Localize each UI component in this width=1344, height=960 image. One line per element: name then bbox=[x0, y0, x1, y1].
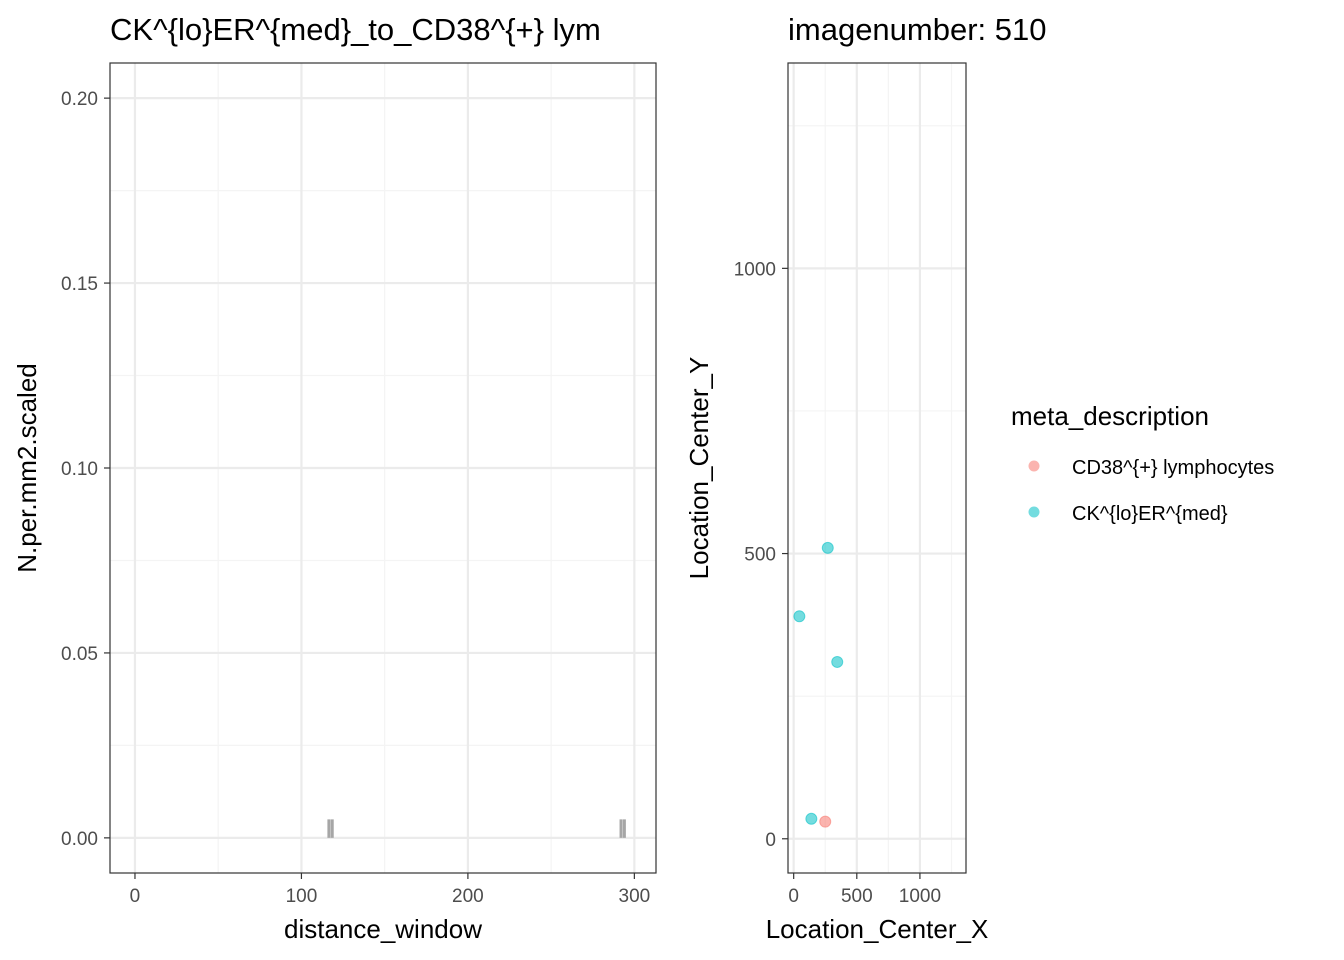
legend-label-ck: CK^{lo}ER^{med} bbox=[1072, 503, 1228, 525]
point-ck bbox=[805, 812, 818, 825]
point-ck bbox=[831, 655, 844, 668]
bar bbox=[619, 819, 623, 838]
legend-label-cd38: CD38^{+} lymphocytes bbox=[1072, 457, 1274, 479]
bar bbox=[327, 819, 331, 838]
right-points bbox=[793, 541, 844, 828]
left-gridlines bbox=[110, 63, 656, 873]
left-y-tick-label: 0.10 bbox=[61, 459, 98, 480]
right-y-axis-title: Location_Center_Y bbox=[684, 357, 714, 580]
right-gridlines bbox=[788, 63, 966, 873]
location-scatter-plot: imagenumber: 510 0 500 1000 0 500 1000 Locati… bbox=[684, 12, 1047, 944]
right-x-tick-label: 0 bbox=[788, 886, 799, 907]
left-x-tick-label: 200 bbox=[452, 886, 484, 907]
legend-item-cd38: CD38^{+} lymphocytes bbox=[1028, 457, 1274, 479]
left-y-tick-label: 0.20 bbox=[61, 89, 98, 110]
right-y-tick-label: 500 bbox=[744, 545, 776, 566]
left-y-tick-label: 0.15 bbox=[61, 274, 98, 295]
left-x-tick-label: 0 bbox=[130, 886, 141, 907]
point-ck bbox=[793, 610, 806, 623]
right-y-tick-label: 1000 bbox=[734, 259, 776, 280]
legend: meta_description CD38^{+} lymphocytes CK… bbox=[1011, 401, 1274, 525]
right-x-axis-title: Location_Center_X bbox=[766, 914, 989, 944]
left-x-tick-label: 300 bbox=[619, 886, 651, 907]
legend-key-ck bbox=[1028, 506, 1040, 518]
right-axis-ticks: 0 500 1000 0 500 1000 bbox=[734, 259, 941, 907]
point-cd38 bbox=[819, 815, 832, 828]
right-x-tick-label: 500 bbox=[841, 886, 873, 907]
bar bbox=[622, 819, 626, 838]
left-y-tick-label: 0.05 bbox=[61, 644, 98, 665]
distance-window-bar-chart: CK^{lo}ER^{med}_to_CD38^{+} lym 0 100 200 3… bbox=[12, 12, 657, 944]
right-x-tick-label: 1000 bbox=[899, 886, 941, 907]
point-ck bbox=[821, 541, 834, 554]
left-chart-title: CK^{lo}ER^{med}_to_CD38^{+} lym bbox=[110, 12, 601, 47]
left-y-axis-title: N.per.mm2.scaled bbox=[12, 363, 42, 573]
legend-item-ck: CK^{lo}ER^{med} bbox=[1028, 503, 1228, 525]
left-y-tick-label: 0.00 bbox=[61, 829, 98, 850]
legend-key-cd38 bbox=[1028, 460, 1040, 472]
bar bbox=[330, 819, 334, 838]
right-chart-title: imagenumber: 510 bbox=[788, 12, 1047, 47]
left-axis-ticks: 0 100 200 300 0.00 0.05 0.10 0.15 0.20 bbox=[61, 89, 650, 907]
right-y-tick-label: 0 bbox=[765, 830, 776, 851]
right-panel-border bbox=[787, 62, 967, 874]
left-x-tick-label: 100 bbox=[286, 886, 318, 907]
left-x-axis-title: distance_window bbox=[284, 914, 482, 944]
legend-title: meta_description bbox=[1011, 401, 1209, 431]
left-bars bbox=[327, 819, 626, 838]
